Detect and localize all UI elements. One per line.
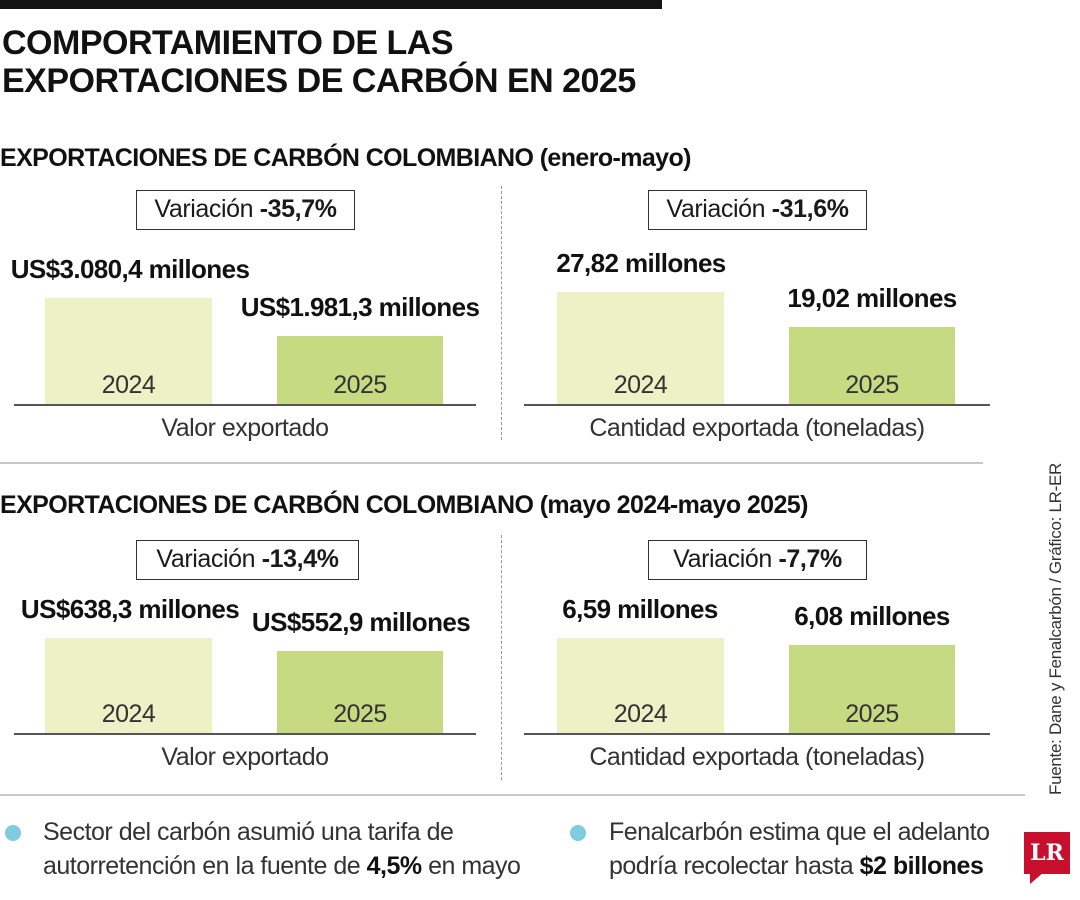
section-title-1-main: EXPORTACIONES DE CARBÓN COLOMBIANO (0, 144, 534, 172)
bullet-icon (570, 825, 586, 841)
baseline-s2-quantity (524, 733, 990, 735)
bullet-icon (5, 825, 21, 841)
value-label-s1-value-2024: US$3.080,4 millones (10, 254, 250, 284)
variation-label: Variación (154, 195, 254, 223)
variation-label: Variación (156, 545, 256, 573)
section-title-1-period: (enero-mayo) (539, 144, 692, 172)
value-label-s2-quantity-2024: 6,59 millones (562, 594, 718, 624)
lr-logo: LR (1024, 832, 1070, 874)
variation-box-s1-quantity: Variación -31,6% (648, 190, 867, 230)
page-title: COMPORTAMIENTO DE LAS EXPORTACIONES DE C… (2, 24, 702, 100)
bar-year-label: 2025 (333, 700, 387, 728)
baseline-s1-quantity (524, 404, 990, 406)
value-label-s1-quantity-2024: 27,82 millones (556, 248, 726, 278)
section-title-2-main: EXPORTACIONES DE CARBÓN COLOMBIANO (0, 491, 534, 519)
bar-s2-value-2024: 2024 (45, 638, 212, 733)
variation-label: Variación (666, 195, 766, 223)
variation-value: -31,6% (771, 195, 849, 223)
source-credit: Fuente: Dane y Fenalcarbón / Gráfico: LR… (1046, 463, 1065, 795)
top-bar (0, 0, 662, 9)
variation-box-s1-value: Variación -35,7% (136, 190, 355, 230)
bar-s1-value-2025: 2025 (277, 336, 443, 404)
axis-label-s1-quantity: Cantidad exportada (toneladas) (589, 414, 925, 442)
bar-year-label: 2025 (845, 371, 899, 399)
baseline-s2-value (14, 733, 476, 735)
note-1-tail: en mayo (421, 852, 521, 880)
variation-box-s2-value: Variación -13,4% (136, 540, 359, 580)
axis-label-s1-value: Valor exportado (161, 414, 329, 442)
bar-s1-quantity-2024: 2024 (557, 292, 724, 404)
axis-label-s2-quantity: Cantidad exportada (toneladas) (589, 743, 925, 771)
axis-label-s2-value: Valor exportado (161, 743, 329, 771)
bar-year-label: 2024 (613, 700, 668, 728)
note-1-text: Sector del carbón asumió una tarifa de a… (43, 818, 454, 880)
value-label-s2-value-2025: US$552,9 millones (251, 607, 471, 637)
page-title-line-1: COMPORTAMIENTO DE LAS (2, 24, 454, 62)
variation-value: -13,4% (261, 545, 339, 573)
footer-divider (0, 794, 1025, 796)
value-label-s1-value-2025: US$1.981,3 millones (240, 292, 480, 322)
variation-box-s2-quantity: Variación -7,7% (648, 540, 867, 580)
note-2: Fenalcarbón estima que el adelanto podrí… (609, 815, 1009, 883)
note-2-bold: $2 billones (859, 852, 984, 880)
section-title-2: EXPORTACIONES DE CARBÓN COLOMBIANO (mayo… (0, 491, 808, 520)
bar-year-label: 2025 (845, 700, 899, 728)
section-title-2-period: (mayo 2024-mayo 2025) (539, 491, 809, 519)
bar-year-label: 2024 (101, 700, 156, 728)
variation-label: Variación (673, 545, 772, 573)
panel-separator-1 (501, 186, 502, 440)
bar-year-label: 2025 (333, 371, 387, 399)
bar-year-label: 2024 (101, 371, 156, 399)
lr-logo-tail (1030, 872, 1044, 884)
variation-value: -35,7% (259, 195, 337, 223)
value-label-s2-value-2024: US$638,3 millones (20, 594, 240, 624)
bar-s2-value-2025: 2025 (277, 651, 443, 733)
bar-s1-quantity-2025: 2025 (789, 327, 955, 404)
note-2-text: Fenalcarbón estima que el adelanto podrí… (609, 818, 990, 880)
bar-s2-quantity-2025: 2025 (789, 645, 955, 733)
section-title-1: EXPORTACIONES DE CARBÓN COLOMBIANO (ener… (0, 144, 691, 173)
section-divider (0, 462, 983, 464)
variation-value: -7,7% (778, 545, 843, 573)
bar-s2-quantity-2024: 2024 (557, 638, 724, 733)
value-label-s2-quantity-2025: 6,08 millones (794, 601, 950, 631)
note-1: Sector del carbón asumió una tarifa de a… (43, 815, 523, 883)
bar-year-label: 2024 (613, 371, 668, 399)
value-label-s1-quantity-2025: 19,02 millones (787, 283, 957, 313)
page-title-line-2: EXPORTACIONES DE CARBÓN EN 2025 (2, 62, 636, 100)
panel-separator-2 (501, 535, 502, 780)
baseline-s1-value (14, 404, 476, 406)
bar-s1-value-2024: 2024 (45, 298, 212, 404)
note-1-bold: 4,5% (366, 852, 422, 880)
